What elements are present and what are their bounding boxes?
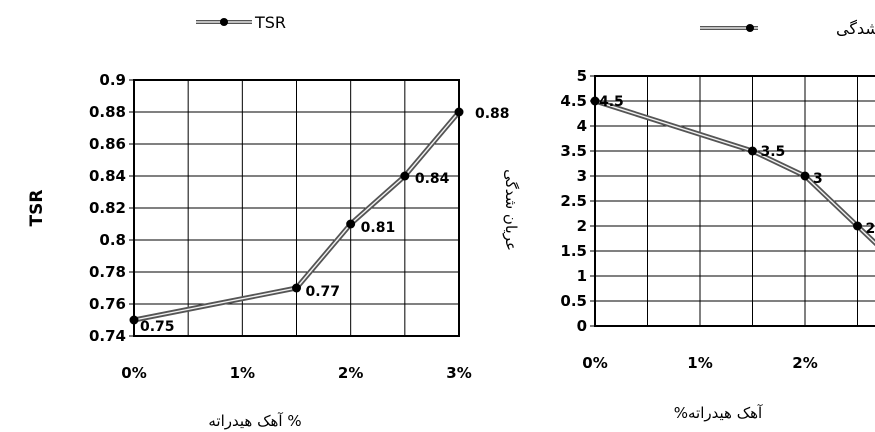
left-x-axis-title: % آهک هیدراته [208,412,301,430]
left-y-tick-label: 0.88 [89,103,126,121]
right-data-label: 2 [866,221,875,237]
left-y-tick-label: 0.76 [89,295,126,313]
right-y-tick-label: 1 [577,267,587,285]
right-series-line-outer [594,98,875,247]
left-data-point [454,107,464,117]
left-y-tick-label: 0.8 [99,231,126,249]
left-legend-marker [220,18,228,26]
left-data-point [400,171,410,181]
left-legend: TSR [196,13,286,32]
right-data-point [853,221,862,231]
right-data-label: 4.5 [599,94,624,110]
right-x-tick-label: 2% [792,354,817,372]
right-y-tick-label: 2 [577,217,587,235]
right-data-label: 3 [813,171,823,187]
right-y-tick-label: 4 [577,117,587,135]
right-x-tick-label: 0% [582,354,607,372]
right-x-axis-title: آهک هیدراته% [674,404,763,422]
left-y-tick-label: 0.74 [89,327,126,345]
left-y-tick-label: 0.78 [89,263,126,281]
right-legend-label: عریان شدگی [836,19,875,39]
left-data-point [292,283,301,293]
right-y-tick-label: 3 [577,167,587,185]
right-data-label: 3.5 [761,144,786,160]
right-data-point [748,146,757,156]
right-plot-area: 00.511.522.533.544.550%1%2%3%4.53.5321 [560,67,875,372]
left-data-label: 0.84 [415,171,450,187]
right-y-axis-title: عریان شدگی [502,169,520,251]
right-legend: عریان شدگی [700,19,875,39]
left-y-axis-title: TSR [27,190,47,227]
right-y-tick-label: 0.5 [560,292,587,310]
right-x-tick-label: 1% [687,354,712,372]
right-data-point [590,96,600,106]
left-x-tick-label: 1% [230,364,255,382]
right-y-tick-label: 3.5 [560,142,587,160]
right-y-tick-label: 4.5 [560,92,587,110]
left-data-label: 0.77 [306,284,341,300]
left-data-label: 0.75 [140,319,175,335]
left-data-point [346,219,356,229]
right-plot-border [594,75,875,327]
left-legend-label: TSR [254,13,286,32]
left-x-tick-label: 3% [446,364,471,382]
right-y-tick-label: 2.5 [560,192,587,210]
right-y-tick-label: 0 [577,317,587,335]
left-plot-border [133,79,460,337]
left-y-tick-label: 0.86 [89,135,126,153]
left-data-label: 0.81 [361,220,396,236]
right-data-point [800,171,810,181]
left-data-label: 0.88 [475,106,510,122]
right-y-tick-label: 1.5 [560,242,587,260]
left-y-tick-label: 0.9 [99,71,126,89]
left-plot-area: 0.74 0.76 0.78 0.8 0.82 0.84 0.86 0.88 0.9 0% 1% 2%… [89,71,510,382]
left-x-tick-label: 0% [121,364,146,382]
right-legend-marker [746,24,754,32]
left-y-tick-label: 0.84 [89,167,126,185]
right-series-line-inner [594,100,875,244]
left-y-tick-label: 0.82 [89,199,126,217]
left-x-tick-label: 2% [338,364,363,382]
right-y-tick-label: 5 [577,67,587,85]
left-data-point [129,315,139,325]
